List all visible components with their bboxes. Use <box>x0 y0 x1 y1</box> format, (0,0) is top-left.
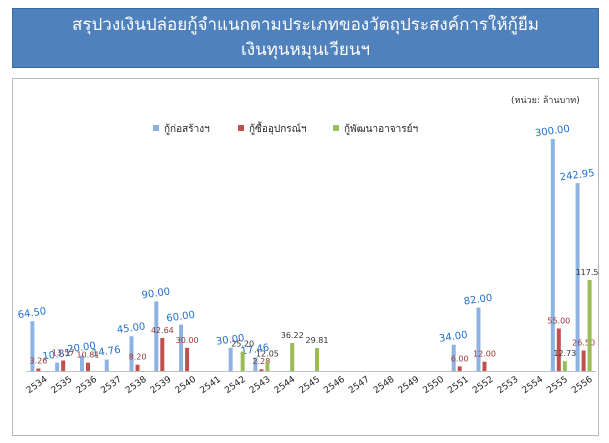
bar-0-2535 <box>55 362 60 371</box>
x-tick-label-2554: 2554 <box>521 375 546 396</box>
legend-swatch-1 <box>238 125 244 131</box>
x-tick-label-2553: 2553 <box>496 375 520 396</box>
x-tick-label-2535: 2535 <box>50 375 74 396</box>
bar-0-2551 <box>451 344 456 371</box>
data-label-1-2543: 2.28 <box>253 357 271 366</box>
data-label-1-2539: 42.64 <box>151 326 174 335</box>
x-tick-label-2545: 2545 <box>298 375 322 396</box>
x-tick-label-2556: 2556 <box>570 375 595 396</box>
bar-2-2542 <box>240 351 245 371</box>
x-tick-label-2555: 2555 <box>545 375 569 396</box>
bar-1-2540 <box>185 347 190 371</box>
data-label-0-2552: 82.00 <box>463 293 493 308</box>
legend-label-2: กู้พัฒนาอาจารย์ฯ <box>344 123 418 135</box>
chart-title-banner: สรุปวงเงินปล่อยกู้จำแนกตามประเภทของวัตถุ… <box>12 8 599 68</box>
x-tick-label-2534: 2534 <box>25 375 50 396</box>
bar-1-2534 <box>36 368 41 371</box>
chart-frame: (หน่วย: ล้านบาท) กู้ก่อสร้างฯ กู้ซื้ออุปกร… <box>12 78 599 436</box>
bar-chart: (หน่วย: ล้านบาท) กู้ก่อสร้างฯ กู้ซื้ออุปกร… <box>17 95 598 396</box>
data-label-0-2535: 10.81 <box>42 348 72 363</box>
data-label-1-2556: 26.50 <box>572 339 595 348</box>
bar-0-2542 <box>228 347 233 371</box>
data-label-0-2536: 20.00 <box>67 341 97 356</box>
data-label-2-2544: 36.22 <box>281 331 304 340</box>
data-label-0-2555: 300.00 <box>534 124 570 140</box>
bar-1-2543 <box>259 369 264 371</box>
data-label-0-2534: 64.50 <box>17 306 47 321</box>
x-tick-label-2541: 2541 <box>198 375 222 396</box>
legend-label-0: กู้ก่อสร้างฯ <box>164 123 210 135</box>
data-label-0-2551: 34.00 <box>438 330 468 345</box>
data-label-2-2556: 117.59 <box>576 268 598 277</box>
data-label-0-2539: 90.00 <box>141 286 171 301</box>
x-tick-label-2547: 2547 <box>347 375 371 396</box>
x-tick-label-2536: 2536 <box>75 375 100 396</box>
data-label-1-2538: 8.20 <box>129 353 147 362</box>
x-tick-label-2537: 2537 <box>99 375 123 396</box>
bar-0-2539 <box>154 301 159 371</box>
bar-0-2543 <box>253 357 258 371</box>
x-tick-label-2542: 2542 <box>223 375 247 396</box>
bar-0-2534 <box>30 321 35 371</box>
bar-1-2556 <box>581 350 586 371</box>
data-label-1-2552: 12.00 <box>473 350 496 359</box>
bar-0-2552 <box>476 307 481 371</box>
x-tick-label-2539: 2539 <box>149 375 174 396</box>
data-label-0-2537: 14.76 <box>91 345 121 360</box>
bar-1-2536 <box>85 362 90 371</box>
bar-0-2538 <box>129 336 134 371</box>
x-tick-label-2552: 2552 <box>471 375 495 396</box>
x-tick-label-2551: 2551 <box>446 375 470 396</box>
chart-title: สรุปวงเงินปล่อยกู้จำแนกตามประเภทของวัตถุ… <box>71 15 540 60</box>
bar-1-2535 <box>61 360 66 371</box>
data-label-1-2534: 3.26 <box>29 356 47 365</box>
data-label-1-2540: 30.00 <box>176 336 199 345</box>
bar-0-2536 <box>79 355 84 371</box>
x-tick-label-2540: 2540 <box>174 375 199 396</box>
x-tick-label-2549: 2549 <box>397 375 422 396</box>
x-tick-label-2546: 2546 <box>322 375 347 396</box>
bar-0-2537 <box>104 359 109 371</box>
data-label-2-2543: 12.05 <box>256 350 279 359</box>
bar-2-2555 <box>562 361 567 371</box>
legend-swatch-0 <box>153 125 159 131</box>
bar-2-2545 <box>315 347 319 371</box>
x-tick-label-2550: 2550 <box>422 375 447 396</box>
data-label-2-2555: 12.73 <box>553 349 576 358</box>
data-label-2-2542: 25.20 <box>231 340 254 349</box>
x-tick-label-2548: 2548 <box>372 375 397 396</box>
data-label-0-2556: 242.95 <box>559 168 595 184</box>
bar-2-2556 <box>587 280 592 371</box>
x-tick-label-2543: 2543 <box>248 375 272 396</box>
data-label-1-2536: 10.81 <box>77 351 100 360</box>
data-label-1-2535: 13.57 <box>52 349 75 358</box>
bar-0-2540 <box>179 324 184 371</box>
data-label-0-2540: 60.00 <box>166 310 196 325</box>
data-label-0-2538: 45.00 <box>116 321 146 336</box>
legend-swatch-2 <box>333 125 339 131</box>
unit-note: (หน่วย: ล้านบาท) <box>511 95 580 106</box>
bar-1-2551 <box>457 366 462 371</box>
data-label-2-2545: 29.81 <box>306 336 329 345</box>
legend-label-1: กู้ซื้ออุปกรณ์ฯ <box>249 121 307 135</box>
x-tick-label-2544: 2544 <box>273 375 298 396</box>
bar-1-2555 <box>556 328 561 371</box>
bar-0-2555 <box>550 139 555 371</box>
bar-1-2552 <box>482 361 487 371</box>
data-label-1-2551: 6.00 <box>451 354 469 363</box>
data-label-0-2543: 17.46 <box>240 343 270 358</box>
bar-2-2544 <box>290 342 295 371</box>
data-label-0-2542: 30.00 <box>215 333 245 348</box>
bar-1-2538 <box>135 364 140 371</box>
bar-0-2556 <box>575 183 580 371</box>
x-tick-label-2538: 2538 <box>124 375 149 396</box>
bar-1-2539 <box>160 338 165 371</box>
bar-2-2543 <box>265 361 270 371</box>
data-label-1-2555: 55.00 <box>547 316 570 325</box>
